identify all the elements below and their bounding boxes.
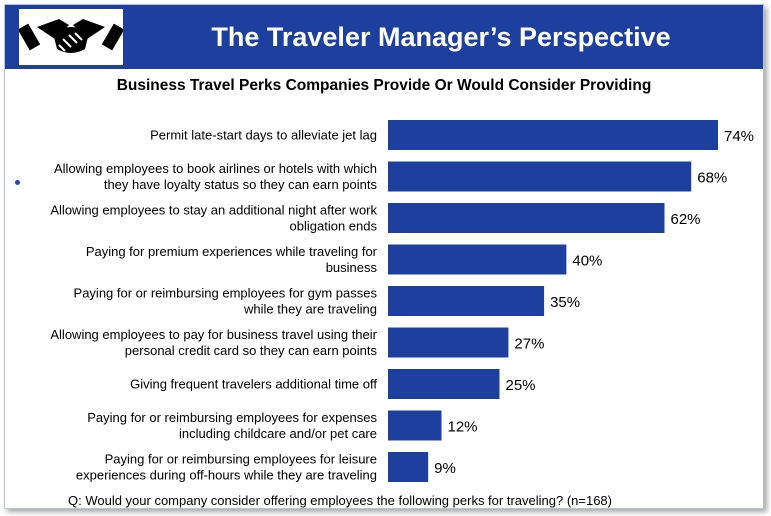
- bar-3: [388, 203, 665, 233]
- footnote: Q: Would your company consider offering …: [67, 493, 612, 508]
- bar-9: [388, 452, 429, 482]
- data-label-9: 9%: [434, 460, 456, 477]
- bar-5: [388, 286, 545, 316]
- handshake-icon: [17, 19, 125, 53]
- chart-title: Business Travel Perks Companies Provide …: [116, 77, 652, 94]
- data-label-8: 12%: [448, 419, 478, 436]
- bar-chart: 74% Permit late-start days to alleviate j…: [50, 120, 754, 483]
- data-label-3: 62%: [670, 211, 700, 228]
- bar-8: [388, 410, 442, 441]
- bar-4: [388, 244, 567, 275]
- data-label-5: 35%: [550, 294, 580, 311]
- data-label-2: 68%: [697, 170, 727, 187]
- page-title: The Traveler Manager’s Perspective: [211, 22, 671, 52]
- category-label-3: Allowing employees to stay an additional…: [50, 203, 377, 234]
- bar-6: [388, 327, 509, 358]
- category-label-9: Paying for or reimbursing employees for …: [76, 452, 377, 483]
- category-label-8: Paying for or reimbursing employees for …: [87, 410, 377, 441]
- data-label-1: 74%: [724, 128, 754, 145]
- bar-7: [388, 369, 500, 399]
- category-label-6: Allowing employees to pay for business t…: [50, 327, 377, 358]
- bullet-dot: [15, 180, 20, 185]
- data-label-4: 40%: [572, 253, 602, 270]
- header-banner: The Traveler Manager’s Perspective: [5, 5, 763, 69]
- category-label-1: Permit late-start days to alleviate jet …: [150, 128, 377, 143]
- category-label-5: Paying for or reimbursing employees for …: [74, 286, 378, 317]
- data-label-7: 25%: [505, 377, 535, 394]
- category-label-2: Allowing employees to book airlines or h…: [54, 161, 377, 192]
- bar-2: [388, 161, 692, 192]
- category-label-7: Giving frequent travelers additional tim…: [130, 377, 377, 392]
- bar-1: [388, 120, 718, 150]
- logo: [17, 9, 125, 65]
- category-label-4: Paying for premium experiences while tra…: [86, 244, 378, 275]
- data-label-6: 27%: [514, 336, 544, 353]
- slide-frame: The Traveler Manager’s Perspective Busin…: [4, 4, 764, 509]
